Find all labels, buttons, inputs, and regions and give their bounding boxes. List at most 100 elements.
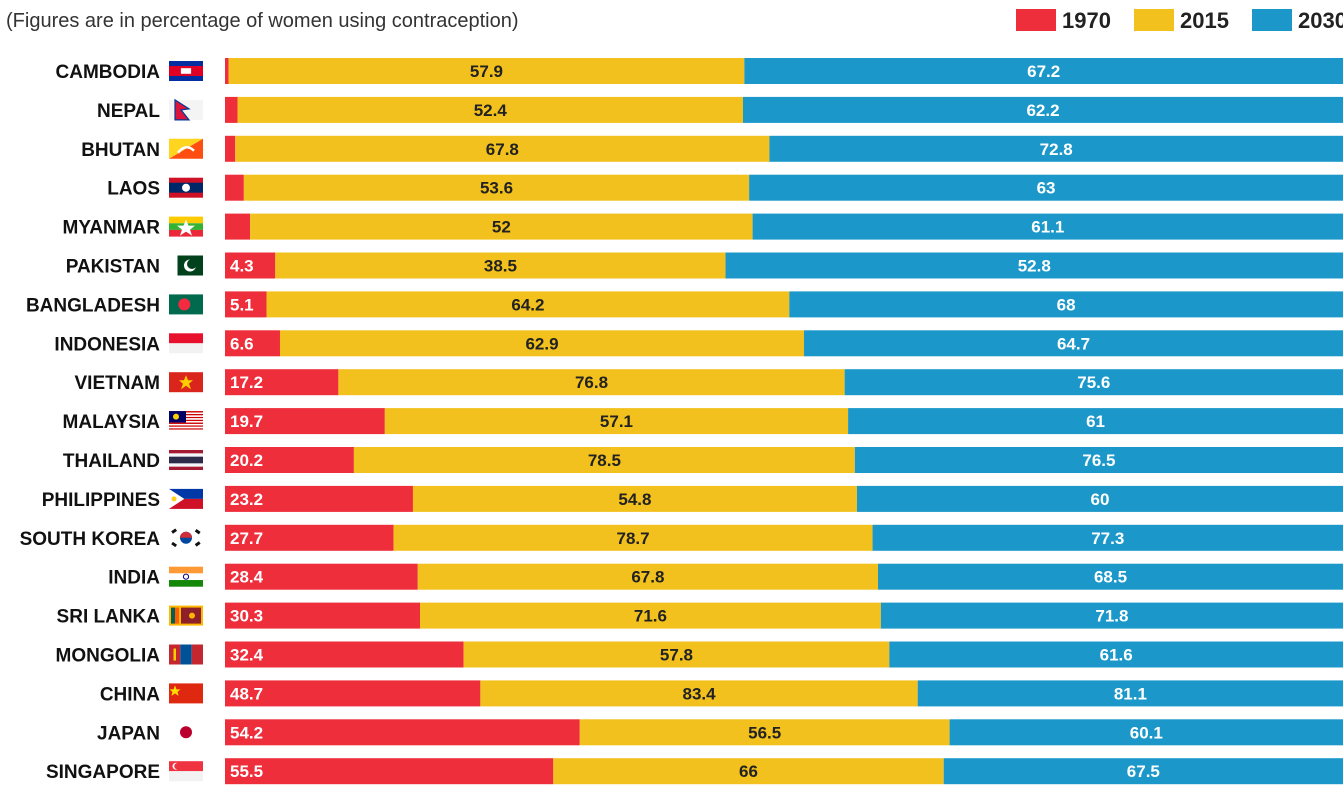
data-label-2030: 71.8 [1095,607,1128,626]
data-label-1970: 23.2 [230,490,263,509]
south-korea-flag-icon [169,527,203,548]
bar-segment-2015 [237,96,744,123]
data-label-2030: 68.5 [1094,568,1127,587]
data-label-1970: 4.3 [230,257,254,276]
bar-segment-1970 [225,602,421,629]
bar-segment-1970 [225,96,238,123]
bar-segment-2015 [480,680,918,707]
indonesia-flag-icon [169,333,203,354]
bar-segment-2030 [872,524,1343,551]
chart-row: THAILAND 20.2 78.5 76.5 [63,447,1343,473]
data-label-2030: 68 [1057,295,1076,314]
data-label-2015: 76.8 [575,373,608,392]
bar-segment-2015 [412,485,857,512]
bar-segment-1970 [225,641,464,668]
data-label-2015: 57.8 [660,646,693,665]
data-label-1970: 17.2 [230,373,263,392]
bar-segment-1970 [225,719,580,746]
bar-segment-1970 [225,447,354,473]
bar-segment-2030 [889,641,1343,668]
data-label-2015: 53.6 [480,179,513,198]
bar-segment-2015 [417,563,879,590]
category-label: MONGOLIA [56,646,161,667]
bar-segment-2030 [743,96,1343,123]
data-label-2030: 61 [1086,412,1105,431]
bar-segment-1970 [225,524,394,551]
bar-segment-1970 [225,369,339,396]
category-label: LAOS [107,179,160,200]
bar-segment-1970 [225,563,418,590]
data-label-2015: 78.7 [617,529,650,548]
bar-segment-2030 [878,563,1343,590]
category-label: PHILIPPINES [42,490,160,511]
legend-label-2015: 2015 [1180,8,1229,33]
data-label-2030: 72.8 [1040,140,1073,159]
bar-segment-1970 [225,252,276,279]
bar-segment-2015 [228,58,745,84]
data-label-1970: 54.2 [230,723,263,742]
bar-segment-2015 [553,758,944,785]
data-label-2030: 62.2 [1026,101,1059,120]
data-label-2030: 77.3 [1091,529,1124,548]
bar-segment-2030 [749,174,1343,201]
laos-flag-icon [169,177,203,198]
malaysia-flag-icon [169,411,203,432]
chart-row: MYANMAR 52 61.1 [63,213,1343,240]
bar-segment-2030 [854,447,1343,473]
category-label: MYANMAR [63,218,161,239]
category-label: MALAYSIA [63,412,161,433]
bar-segment-1970 [225,408,385,435]
bar-segment-2030 [856,485,1343,512]
bar-segment-2030 [789,291,1343,318]
category-label: BHUTAN [81,140,160,161]
pakistan-flag-icon [169,255,203,276]
bar-segment-2015 [420,602,881,629]
bangladesh-flag-icon [169,294,203,315]
bar-segment-1970 [225,680,481,707]
bar-segment-2015 [250,213,753,240]
data-label-2015: 62.9 [525,334,558,353]
chart-row: SRI LANKA 30.3 71.6 71.8 [57,602,1343,629]
data-label-1970: 28.4 [230,568,264,587]
bar-segment-1970 [225,291,267,318]
data-label-2030: 60 [1090,490,1109,509]
chart-row: BANGLADESH 5.1 64.2 68 [26,291,1343,318]
china-flag-icon [169,683,203,704]
data-label-1970: 5.1 [230,295,254,314]
chart-row: SINGAPORE 55.5 66 67.5 [46,758,1343,785]
legend-swatch-2015 [1134,9,1174,31]
legend-label-1970: 1970 [1062,8,1111,33]
vietnam-flag-icon [169,372,203,393]
bar-segment-2015 [235,135,770,162]
legend-swatch-2030 [1252,9,1292,31]
chart-row: INDIA 28.4 67.8 68.5 [108,563,1343,590]
data-label-2015: 54.8 [618,490,651,509]
data-label-1970: 30.3 [230,607,263,626]
data-label-2030: 67.5 [1127,762,1160,781]
chart-row: PAKISTAN 4.3 38.5 52.8 [66,252,1343,279]
data-label-2015: 66 [739,762,758,781]
data-label-2015: 57.9 [470,62,503,81]
data-label-1970: 32.4 [230,646,264,665]
singapore-flag-icon [169,761,203,782]
india-flag-icon [169,566,203,587]
category-label: SRI LANKA [57,607,161,628]
data-label-2015: 56.5 [748,723,781,742]
chart-row: CAMBODIA 57.9 67.2 [56,58,1343,84]
bar-segment-2030 [844,369,1343,396]
japan-flag-icon [169,722,203,743]
mongolia-flag-icon [169,644,203,665]
bar-segment-2030 [917,680,1343,707]
bar-segment-2030 [943,758,1343,785]
myanmar-flag-icon [169,216,203,237]
data-label-2015: 38.5 [484,257,517,276]
bhutan-flag-icon [169,138,203,159]
bar-segment-2015 [275,252,726,279]
data-label-1970: 48.7 [230,684,263,703]
chart-row: LAOS 53.6 63 [107,174,1343,201]
category-label: BANGLADESH [26,295,160,316]
chart-subtitle: (Figures are in percentage of women usin… [6,10,519,32]
bar-segment-1970 [225,330,280,357]
bar-segment-2030 [848,408,1343,435]
